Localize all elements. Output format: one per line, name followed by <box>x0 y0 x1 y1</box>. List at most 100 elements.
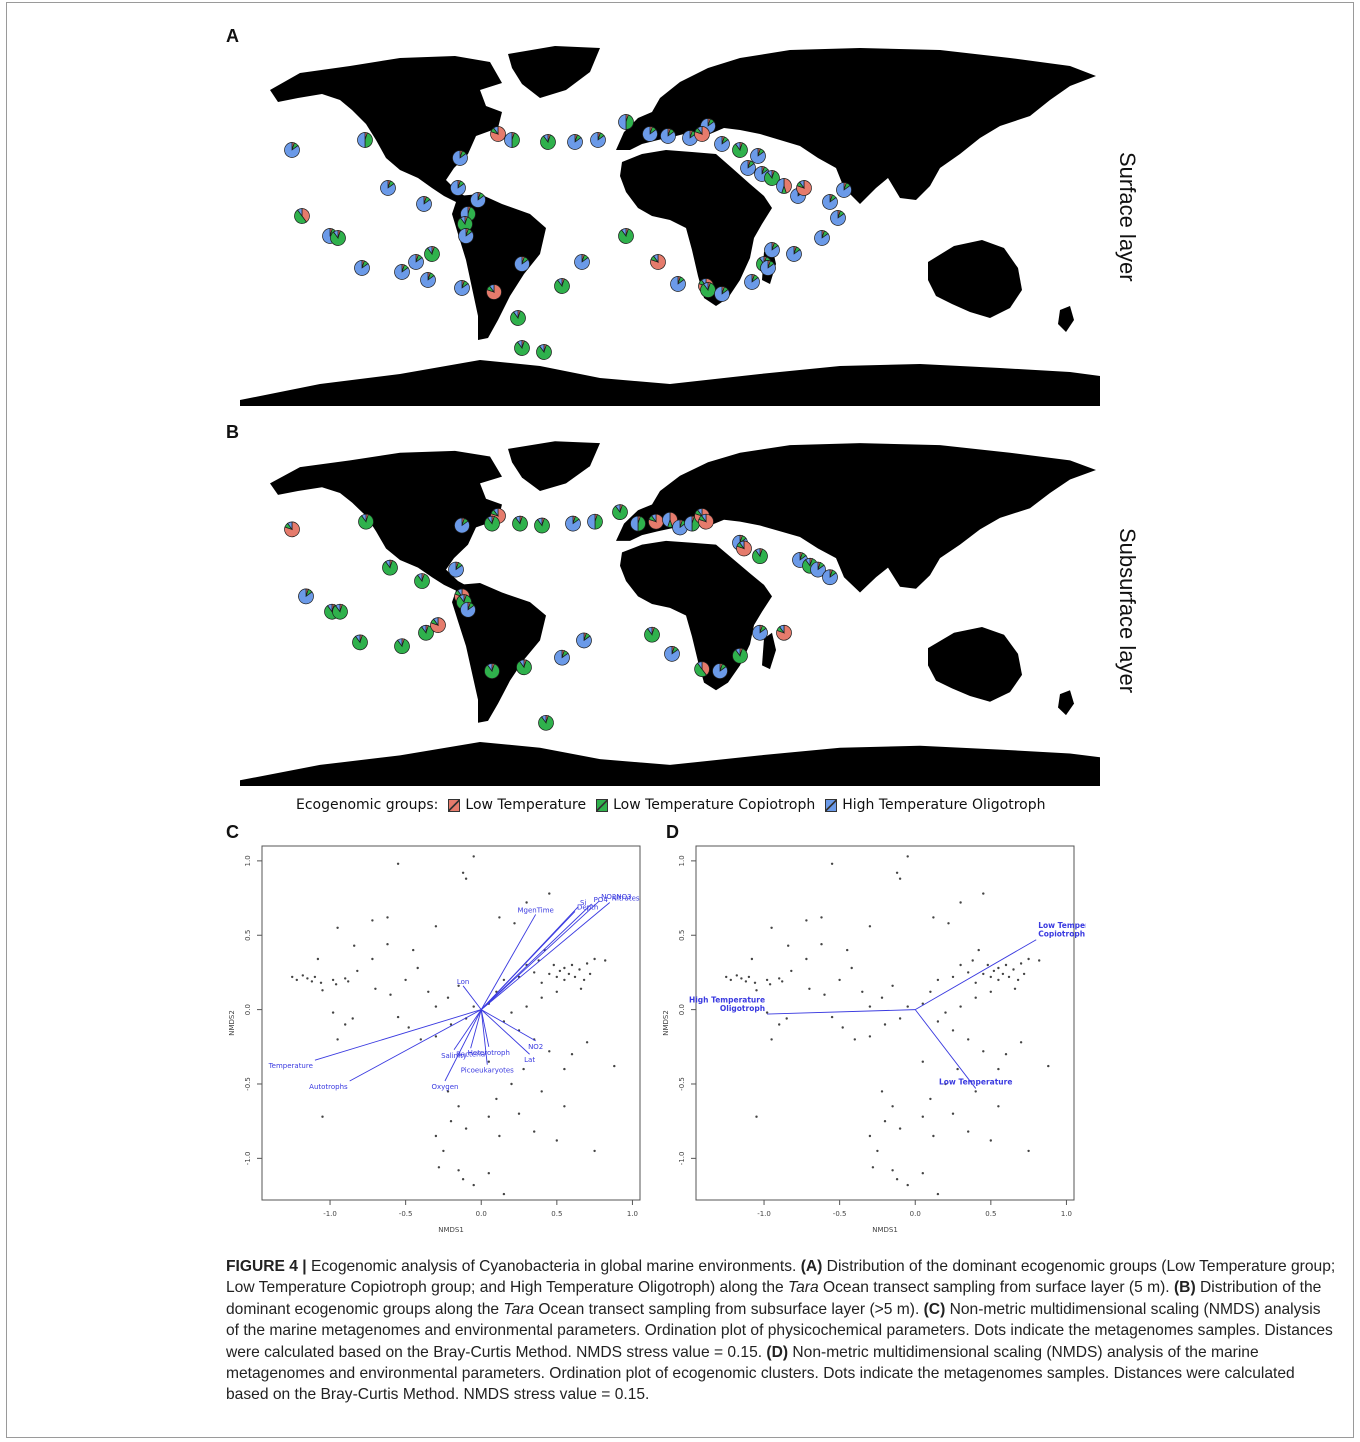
sample-pie-20 <box>752 548 768 564</box>
sample-pie-4 <box>490 126 506 142</box>
sample-pie-39 <box>454 280 470 296</box>
sample-point-15 <box>353 944 356 947</box>
sample-point-19 <box>808 987 811 990</box>
sample-pie-42 <box>510 310 526 326</box>
x-tick-label-2: 0.0 <box>910 1210 921 1218</box>
map-madagascar <box>762 632 776 670</box>
sample-pie-5 <box>484 515 500 532</box>
sample-point-98 <box>921 1172 924 1175</box>
sample-point-64 <box>578 968 581 971</box>
sample-point-111 <box>956 1067 959 1071</box>
sample-point-38 <box>336 1038 339 1041</box>
sample-point-85 <box>883 1120 887 1123</box>
sample-point-28 <box>407 1026 410 1029</box>
sample-point-79 <box>585 1041 589 1044</box>
sample-point-11 <box>344 977 347 980</box>
sample-point-21 <box>838 978 841 982</box>
sample-point-96 <box>461 1178 465 1181</box>
sample-pie-7 <box>534 517 550 534</box>
sample-point-69 <box>1013 987 1017 990</box>
vector-label-12: Temperature <box>268 1062 313 1070</box>
vector-11 <box>480 1009 530 1055</box>
sample-point-69 <box>579 987 583 990</box>
map-greenland <box>508 46 600 98</box>
sample-point-33 <box>906 1005 909 1008</box>
sample-point-11 <box>778 977 781 980</box>
sample-point-97 <box>906 1183 909 1187</box>
sample-point-100 <box>871 1166 875 1169</box>
vector-2 <box>914 1009 977 1089</box>
sample-pie-34 <box>430 617 446 633</box>
y-tick-label-0: -1.0 <box>678 1152 686 1166</box>
sample-point-49 <box>977 948 980 952</box>
vector-label-13: Picoeukaryotes <box>461 1067 514 1075</box>
sample-pie-6 <box>512 515 528 532</box>
sample-pie-26 <box>450 180 466 196</box>
sample-point-81 <box>540 1090 543 1093</box>
sample-point-25 <box>446 996 450 999</box>
sample-point-105 <box>805 919 808 922</box>
sample-point-101 <box>593 1149 596 1153</box>
sample-point-59 <box>997 978 1000 982</box>
sample-point-30 <box>434 1035 438 1038</box>
sample-point-87 <box>487 1115 490 1118</box>
caption-d-label: (D) <box>766 1343 789 1361</box>
caption-a-text-1: Distribution of the dominant ecogenomic … <box>226 1258 1336 1297</box>
sample-point-42 <box>461 871 465 874</box>
sample-pie-23 <box>810 561 826 578</box>
sample-point-92 <box>997 1105 1000 1108</box>
vector-0 <box>480 900 600 1010</box>
sample-point-52 <box>951 975 955 979</box>
sample-point-86 <box>898 1127 902 1130</box>
sample-point-43 <box>464 877 468 880</box>
sample-point-53 <box>967 971 970 974</box>
sample-point-109 <box>921 1060 924 1063</box>
sample-point-68 <box>1027 957 1030 961</box>
sample-point-71 <box>974 996 977 999</box>
caption-d-text: Non-metric multidimensional scaling (NMD… <box>226 1343 1295 1404</box>
sample-pie-37 <box>424 246 440 262</box>
figure-caption: FIGURE 4 | Ecogenomic analysis of Cyanob… <box>226 1256 1336 1406</box>
sample-pie-24 <box>822 569 838 586</box>
sample-pie-16 <box>732 142 748 158</box>
sample-pie-35 <box>394 264 410 280</box>
sample-point-71 <box>540 996 543 999</box>
sample-point-47 <box>525 901 528 904</box>
vector-label-14: Autotrophs <box>309 1083 348 1091</box>
sample-point-93 <box>434 1134 438 1138</box>
sample-pie-42 <box>644 626 660 643</box>
sample-point-110 <box>446 1090 450 1093</box>
sample-pie-30 <box>332 603 348 620</box>
vector-label-1: Nitrates <box>612 895 640 903</box>
legend-label-low-temperature: Low Temperature <box>465 797 587 813</box>
sample-point-5 <box>310 980 314 983</box>
map-antarctica <box>240 360 1100 406</box>
sample-point-89 <box>951 1112 955 1115</box>
sample-pie-44 <box>574 254 590 270</box>
sample-point-18 <box>820 943 823 946</box>
surface-layer-map <box>240 46 1100 406</box>
sample-pie-3 <box>454 517 470 534</box>
legend-label-high-temperature-oligotroph: High Temperature Oligotroph <box>842 797 1046 813</box>
sample-point-83 <box>495 1097 498 1101</box>
sample-point-91 <box>989 1139 992 1142</box>
sample-point-74 <box>936 1020 940 1023</box>
sample-point-12 <box>347 980 350 983</box>
sample-pie-45 <box>712 663 728 679</box>
sample-pie-15 <box>714 136 730 152</box>
subsurface-layer-map <box>240 441 1100 786</box>
legend-title: Ecogenomic groups: <box>296 797 439 813</box>
sample-point-12 <box>781 980 784 983</box>
sample-point-58 <box>558 969 562 973</box>
sample-pie-14 <box>694 126 710 142</box>
panel-d-letter: D <box>666 822 679 842</box>
sample-point-60 <box>563 966 566 970</box>
caption-c-text: Non-metric multidimensional scaling (NMD… <box>226 1300 1333 1361</box>
vector-label-0: NO2NO3 <box>601 893 631 901</box>
sample-point-2 <box>729 978 732 982</box>
panel-c-letter: C <box>226 822 239 842</box>
map-africa <box>620 150 772 306</box>
sample-pie-15 <box>684 515 700 532</box>
sample-pie-55 <box>786 246 802 262</box>
sample-pie-32 <box>394 638 410 654</box>
